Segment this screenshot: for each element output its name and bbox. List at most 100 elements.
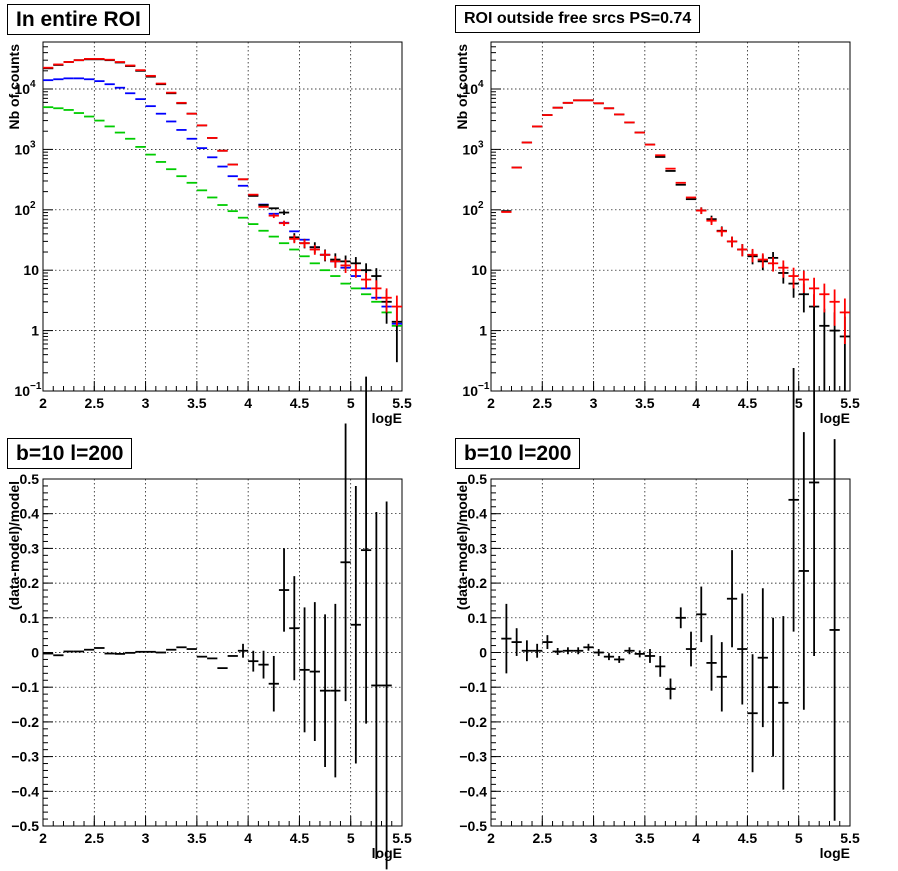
series-0 (43, 106, 402, 327)
x-axis-label: logE (820, 845, 850, 861)
y-tick-exponent: 2 (478, 200, 484, 211)
y-tick-label: −0.5 (11, 818, 39, 834)
y-tick-exponent: 3 (30, 139, 36, 150)
x-tick-label: 2 (39, 830, 47, 846)
x-tick-label: 3 (142, 830, 150, 846)
x-tick-label: 2 (487, 830, 495, 846)
x-tick-label: 2 (39, 395, 47, 411)
series-0 (43, 376, 392, 870)
plot-frame (490, 478, 851, 827)
y-tick-label: 0.4 (468, 506, 488, 522)
x-tick-label: 5 (347, 830, 355, 846)
x-tick-label: 2.5 (85, 830, 105, 846)
series-3 (43, 58, 402, 326)
y-axis-label: Nb of counts (6, 44, 22, 130)
y-tick-label: 10 (462, 383, 478, 399)
x-tick-label: 3.5 (635, 395, 655, 411)
y-tick-label: −0.3 (11, 749, 39, 765)
y-tick-label: 10 (462, 81, 478, 97)
x-tick-label: 5.5 (840, 830, 860, 846)
y-tick-label: 10 (462, 202, 478, 218)
x-tick-label: 4.5 (738, 830, 758, 846)
y-axis-label: (data-model)/model (6, 481, 22, 610)
chart-title-bl: b=10 l=200 (7, 438, 133, 469)
chart-title-br: b=10 l=200 (455, 438, 581, 469)
chart-panel-br: 2 2.5 3 3.5 4 4.5 5 5.5logE−0.5−0.4−0.3−0.2−0.1… (454, 308, 860, 861)
y-tick-label: 10 (23, 262, 39, 278)
x-tick-label: 3 (590, 830, 598, 846)
y-tick-exponent: −1 (30, 381, 42, 392)
plot-frame (42, 478, 403, 827)
y-tick-label: 10 (14, 141, 30, 157)
x-tick-label: 4.5 (738, 395, 758, 411)
x-tick-label: 2.5 (533, 830, 553, 846)
y-tick-label: 0.5 (468, 471, 488, 487)
x-tick-label: 5 (795, 395, 803, 411)
y-tick-label: 10 (14, 202, 30, 218)
y-tick-label: 10 (462, 141, 478, 157)
y-tick-label: 1 (479, 323, 487, 339)
x-tick-label: 4 (692, 395, 700, 411)
y-tick-label: −0.1 (459, 679, 487, 695)
x-tick-label: 2.5 (533, 395, 553, 411)
x-tick-label: 3 (142, 395, 150, 411)
y-tick-label: −0.3 (459, 749, 487, 765)
y-tick-exponent: 3 (478, 139, 484, 150)
y-tick-exponent: 4 (478, 79, 484, 90)
y-tick-label: 0.1 (20, 610, 40, 626)
x-tick-label: 4.5 (290, 830, 310, 846)
x-axis-label: logE (820, 410, 850, 426)
y-tick-label: −0.5 (459, 818, 487, 834)
series-1 (43, 77, 402, 325)
y-tick-label: 0.5 (20, 471, 40, 487)
y-tick-label: −0.1 (11, 679, 39, 695)
y-tick-label: 0.2 (20, 575, 40, 591)
y-tick-exponent: 4 (30, 79, 36, 90)
chart-panel-bl: 22.533.544.555.5logE−0.5−0.4−0.3−0.2−0.1… (6, 376, 412, 870)
plot-frame (42, 41, 403, 392)
y-tick-label: 0.3 (20, 540, 40, 556)
x-tick-label: 4 (244, 395, 252, 411)
x-tick-label: 5.5 (840, 395, 860, 411)
x-tick-label: 3.5 (187, 830, 207, 846)
y-tick-label: 0.1 (468, 610, 488, 626)
series-0 (501, 308, 840, 821)
y-tick-label: 0 (31, 645, 39, 661)
y-tick-label: −0.4 (459, 783, 487, 799)
x-tick-label: 4.5 (290, 395, 310, 411)
x-tick-label: 5.5 (392, 830, 412, 846)
x-tick-label: 2.5 (85, 395, 105, 411)
x-axis-label: logE (372, 410, 402, 426)
x-tick-label: 3.5 (187, 395, 207, 411)
y-tick-label: 0.4 (20, 506, 40, 522)
x-tick-label: 5 (795, 830, 803, 846)
chart-title-tr: ROI outside free srcs PS=0.74 (455, 5, 701, 33)
y-tick-exponent: −1 (478, 381, 490, 392)
y-tick-label: −0.2 (459, 714, 487, 730)
y-tick-label: 10 (14, 81, 30, 97)
x-tick-label: 2 (487, 395, 495, 411)
x-tick-label: 3.5 (635, 830, 655, 846)
x-tick-label: 4 (692, 830, 700, 846)
y-tick-exponent: 2 (30, 200, 36, 211)
y-tick-label: 1 (31, 323, 39, 339)
y-tick-label: −0.2 (11, 714, 39, 730)
y-tick-label: 10 (14, 383, 30, 399)
y-tick-label: 0.2 (468, 575, 488, 591)
y-tick-label: 0.3 (468, 540, 488, 556)
x-tick-label: 5.5 (392, 395, 412, 411)
chart-title-tl: In entire ROI (7, 4, 150, 35)
y-axis-label: Nb of counts (454, 44, 470, 130)
y-tick-label: 10 (471, 262, 487, 278)
x-tick-label: 4 (244, 830, 252, 846)
x-tick-label: 3 (590, 395, 598, 411)
y-tick-label: 0 (479, 645, 487, 661)
x-tick-label: 5 (347, 395, 355, 411)
plot-frame (490, 41, 851, 392)
y-axis-label: (data-model)/model (454, 481, 470, 610)
series-1 (501, 99, 850, 344)
y-tick-label: −0.4 (11, 783, 39, 799)
